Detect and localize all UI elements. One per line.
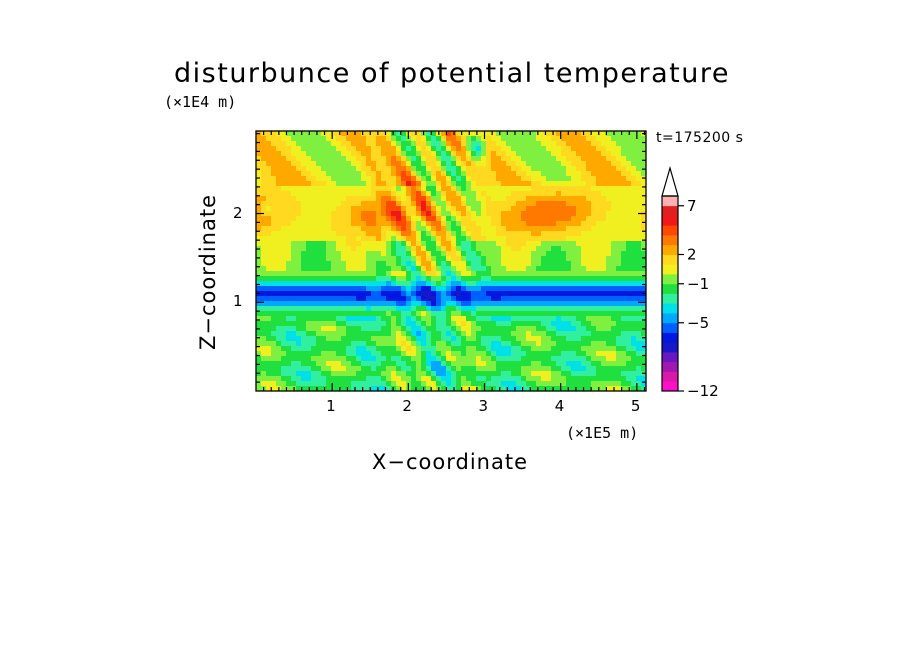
colorbar-swatch [662, 264, 678, 275]
colorbar-tick-label: 2 [687, 246, 697, 264]
y-tick-label: 2 [233, 203, 243, 222]
axis-ticks [256, 131, 646, 391]
colorbar-swatch [662, 322, 678, 333]
colorbar-swatch [662, 332, 678, 343]
colorbar-swatch [662, 244, 678, 255]
colorbar-swatch [662, 303, 678, 314]
colorbar-swatch [662, 342, 678, 353]
colorbar-tick-label: 7 [687, 197, 697, 215]
x-tick-label: 4 [554, 397, 565, 415]
chart-title: disturbunce of potential temperature [174, 58, 730, 89]
colorbar-swatch [662, 293, 678, 304]
x-axis-unit: (×1E5 m) [566, 424, 639, 442]
colorbar-swatch [662, 313, 678, 324]
colorbar-swatch [662, 352, 678, 363]
colorbar-swatch [662, 196, 678, 207]
colorbar-swatch [662, 283, 678, 294]
colorbar-tick-label: −12 [687, 382, 719, 400]
x-tick-label: 5 [630, 397, 641, 415]
colorbar-swatch [662, 381, 678, 392]
colorbar-tick-label: −5 [687, 314, 709, 332]
time-label: t=175200 s [656, 130, 744, 146]
colorbar-swatch [662, 274, 678, 285]
colorbar-extension [661, 165, 679, 197]
plot-frame [255, 130, 647, 392]
colorbar-swatch [662, 361, 678, 372]
colorbar-swatch [662, 205, 678, 216]
y-tick-label: 1 [233, 292, 243, 311]
colorbar-swatch [662, 215, 678, 226]
colorbar-frame [661, 195, 679, 392]
y-axis-unit: (×1E4 m) [164, 93, 237, 111]
colorbar-swatch [662, 254, 678, 265]
x-tick-label: 3 [478, 397, 489, 415]
colorbar-swatch [662, 371, 678, 382]
x-tick-label: 1 [326, 397, 336, 415]
colorbar-swatch [662, 225, 678, 236]
contour-field [256, 131, 646, 391]
colorbar-tick-label: −1 [687, 275, 709, 293]
colorbar-swatch [662, 235, 678, 246]
x-axis-label: X−coordinate [372, 450, 528, 474]
colorbar: −12−5−127 [661, 165, 719, 400]
x-tick-label: 2 [402, 397, 412, 415]
